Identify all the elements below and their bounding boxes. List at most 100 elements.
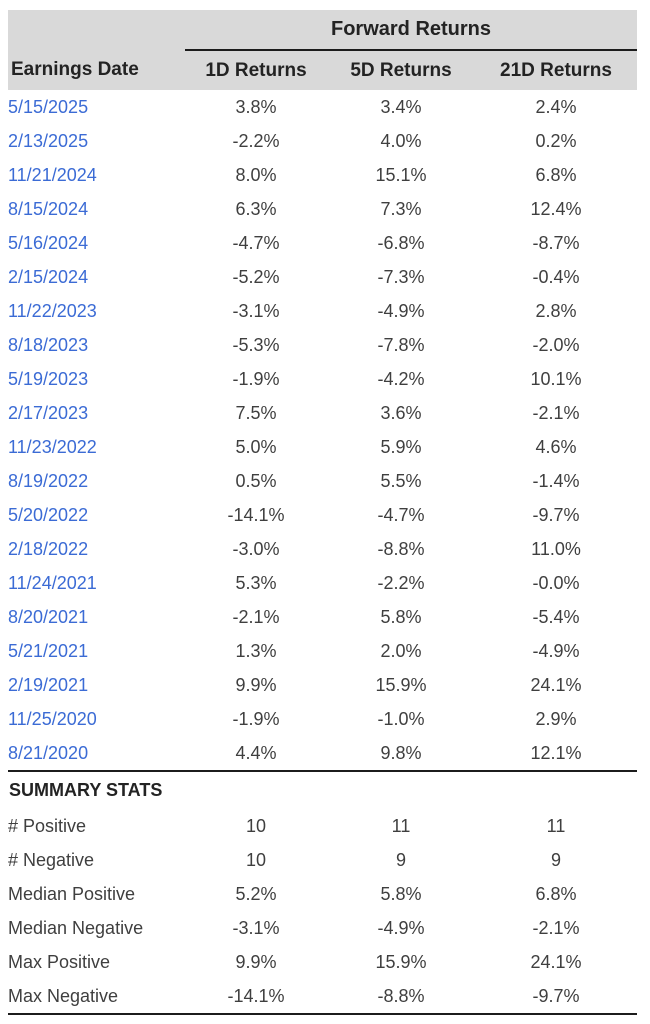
return-value-21d: -2.0% [532, 334, 580, 355]
return-value-5d: 4.0% [380, 130, 422, 151]
summary-value-1d: 10 [245, 849, 267, 870]
return-value-21d: -1.4% [532, 470, 580, 491]
earnings-date-link[interactable]: 11/22/2023 [8, 300, 97, 321]
table-row: 8/18/2023 -5.3% -7.8% -2.0% [8, 328, 637, 362]
return-value-21d: -0.4% [532, 266, 580, 287]
group-header-forward-returns: Forward Returns [185, 10, 637, 51]
earnings-date-link[interactable]: 5/21/2021 [8, 640, 89, 661]
earnings-date-link[interactable]: 5/15/2025 [8, 96, 89, 117]
summary-stat-row: Max Positive 9.9% 15.9% 24.1% [8, 945, 637, 979]
summary-value-1d: -14.1% [185, 979, 327, 1015]
earnings-date-link[interactable]: 8/19/2022 [8, 470, 89, 491]
summary-stat-row: Max Negative -14.1% -8.8% -9.7% [8, 979, 637, 1015]
earnings-date-link[interactable]: 5/19/2023 [8, 368, 89, 389]
table-header: Forward Returns Earnings Date 1D Returns… [8, 10, 637, 90]
return-value-5d: -1.0% [377, 708, 425, 729]
summary-title-row: SUMMARY STATS [8, 770, 637, 809]
return-value-1d: -3.1% [232, 300, 280, 321]
return-value-21d: -0.0% [532, 572, 580, 593]
return-value-21d: 10.1% [530, 368, 582, 389]
summary-value-21d: 6.8% [535, 883, 577, 904]
summary-value-5d: 11 [391, 815, 411, 836]
column-header-row: Earnings Date 1D Returns 5D Returns 21D … [8, 50, 637, 90]
summary-stat-label: Median Negative [8, 917, 144, 938]
summary-value-1d: -3.1% [232, 917, 280, 938]
summary-stat-label: Max Negative [8, 979, 185, 1015]
return-value-21d: 4.6% [535, 436, 577, 457]
table-row: 2/17/2023 7.5% 3.6% -2.1% [8, 396, 637, 430]
summary-section: SUMMARY STATS # Positive 10 11 11 # Nega… [8, 770, 637, 1015]
earnings-date-link[interactable]: 11/21/2024 [8, 164, 97, 185]
table-row: 8/15/2024 6.3% 7.3% 12.4% [8, 192, 637, 226]
forward-returns-table: Forward Returns Earnings Date 1D Returns… [8, 10, 637, 1015]
return-value-5d: 3.6% [380, 402, 422, 423]
earnings-date-link[interactable]: 11/25/2020 [8, 708, 97, 729]
return-value-5d: -8.8% [377, 538, 425, 559]
column-header-21d-returns: 21D Returns [475, 50, 637, 90]
table-row: 5/16/2024 -4.7% -6.8% -8.7% [8, 226, 637, 260]
summary-stat-row: # Positive 10 11 11 [8, 809, 637, 843]
summary-value-5d: 15.9% [375, 951, 427, 972]
table-row: 5/15/2025 3.8% 3.4% 2.4% [8, 90, 637, 124]
summary-stat-label: Median Positive [8, 883, 136, 904]
return-value-21d: -9.7% [532, 504, 580, 525]
return-value-1d: 6.3% [235, 198, 277, 219]
return-value-5d: 7.3% [380, 198, 422, 219]
table-row: 8/21/2020 4.4% 9.8% 12.1% [8, 736, 637, 771]
return-value-5d: -4.9% [377, 300, 425, 321]
return-value-21d: -8.7% [532, 232, 580, 253]
column-header-1d-returns: 1D Returns [185, 50, 327, 90]
summary-stat-label: # Positive [8, 815, 87, 836]
earnings-date-link[interactable]: 11/23/2022 [8, 436, 97, 457]
return-value-21d: 12.4% [530, 198, 582, 219]
table-row: 2/13/2025 -2.2% 4.0% 0.2% [8, 124, 637, 158]
group-header-row: Forward Returns [8, 10, 637, 51]
earnings-date-link[interactable]: 2/18/2022 [8, 538, 89, 559]
data-rows: 5/15/2025 3.8% 3.4% 2.4% 2/13/2025 -2.2%… [8, 90, 637, 771]
return-value-5d: -2.2% [377, 572, 425, 593]
return-value-1d: 4.4% [235, 742, 277, 763]
summary-stat-row: Median Negative -3.1% -4.9% -2.1% [8, 911, 637, 945]
table-row: 2/18/2022 -3.0% -8.8% 11.0% [8, 532, 637, 566]
earnings-date-link[interactable]: 2/15/2024 [8, 266, 89, 287]
return-value-5d: -7.8% [377, 334, 425, 355]
earnings-date-link[interactable]: 5/16/2024 [8, 232, 89, 253]
summary-stat-row: # Negative 10 9 9 [8, 843, 637, 877]
column-header-earnings-date: Earnings Date [8, 50, 185, 90]
earnings-date-link[interactable]: 2/17/2023 [8, 402, 89, 423]
earnings-date-link[interactable]: 8/15/2024 [8, 198, 89, 219]
summary-value-1d: 10 [245, 815, 267, 836]
return-value-1d: -5.2% [232, 266, 280, 287]
return-value-1d: -5.3% [232, 334, 280, 355]
earnings-date-link[interactable]: 2/19/2021 [8, 674, 89, 695]
return-value-5d: 5.9% [380, 436, 422, 457]
return-value-1d: -2.2% [232, 130, 280, 151]
return-value-1d: 5.0% [235, 436, 277, 457]
table-row: 8/19/2022 0.5% 5.5% -1.4% [8, 464, 637, 498]
return-value-1d: 0.5% [235, 470, 277, 491]
return-value-1d: -1.9% [232, 368, 280, 389]
return-value-5d: 9.8% [380, 742, 422, 763]
table-row: 5/20/2022 -14.1% -4.7% -9.7% [8, 498, 637, 532]
summary-value-21d: 11 [546, 815, 566, 836]
earnings-date-link[interactable]: 2/13/2025 [8, 130, 89, 151]
earnings-date-link[interactable]: 11/24/2021 [8, 572, 97, 593]
summary-value-21d: -9.7% [475, 979, 637, 1015]
earnings-date-link[interactable]: 8/18/2023 [8, 334, 89, 355]
table-row: 2/19/2021 9.9% 15.9% 24.1% [8, 668, 637, 702]
return-value-21d: -5.4% [532, 606, 580, 627]
header-corner-cell [8, 10, 185, 50]
column-header-5d-returns: 5D Returns [327, 50, 475, 90]
table-row: 11/24/2021 5.3% -2.2% -0.0% [8, 566, 637, 600]
earnings-date-link[interactable]: 8/21/2020 [8, 742, 89, 763]
earnings-date-link[interactable]: 8/20/2021 [8, 606, 89, 627]
return-value-5d: -4.7% [377, 504, 425, 525]
table-row: 2/15/2024 -5.2% -7.3% -0.4% [8, 260, 637, 294]
return-value-1d: -1.9% [232, 708, 280, 729]
summary-value-1d: 9.9% [235, 951, 277, 972]
return-value-1d: -14.1% [227, 504, 285, 525]
return-value-5d: 15.1% [375, 164, 427, 185]
earnings-date-link[interactable]: 5/20/2022 [8, 504, 89, 525]
return-value-21d: 6.8% [535, 164, 577, 185]
